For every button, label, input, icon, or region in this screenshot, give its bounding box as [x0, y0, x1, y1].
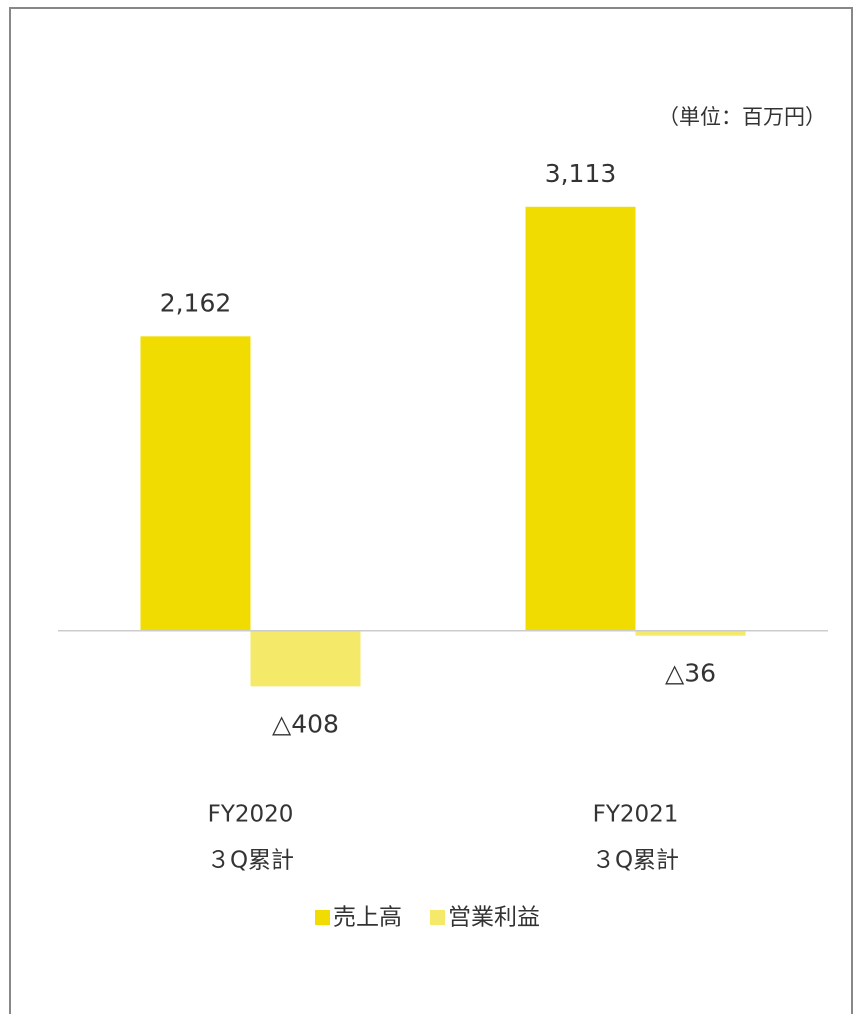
x-tick-label: ３Q累計	[592, 848, 679, 874]
value-label: △36	[665, 659, 716, 688]
x-tick-label: FY2021	[593, 802, 679, 828]
x-tick-label: ３Q累計	[207, 848, 294, 874]
legend-swatch	[315, 910, 330, 925]
value-label: 3,113	[545, 159, 617, 188]
legend-label: 営業利益	[448, 905, 540, 931]
bar	[140, 336, 251, 631]
bar	[525, 206, 636, 631]
legend-swatch	[430, 910, 445, 925]
bar	[635, 630, 746, 636]
bar	[250, 630, 361, 687]
legend-label: 売上高	[333, 905, 402, 931]
unit-note: （単位：百万円）	[658, 105, 826, 129]
value-label: △408	[272, 709, 339, 738]
frame	[9, 7, 853, 1014]
value-label: 2,162	[160, 288, 232, 317]
x-tick-label: FY2020	[208, 802, 294, 828]
